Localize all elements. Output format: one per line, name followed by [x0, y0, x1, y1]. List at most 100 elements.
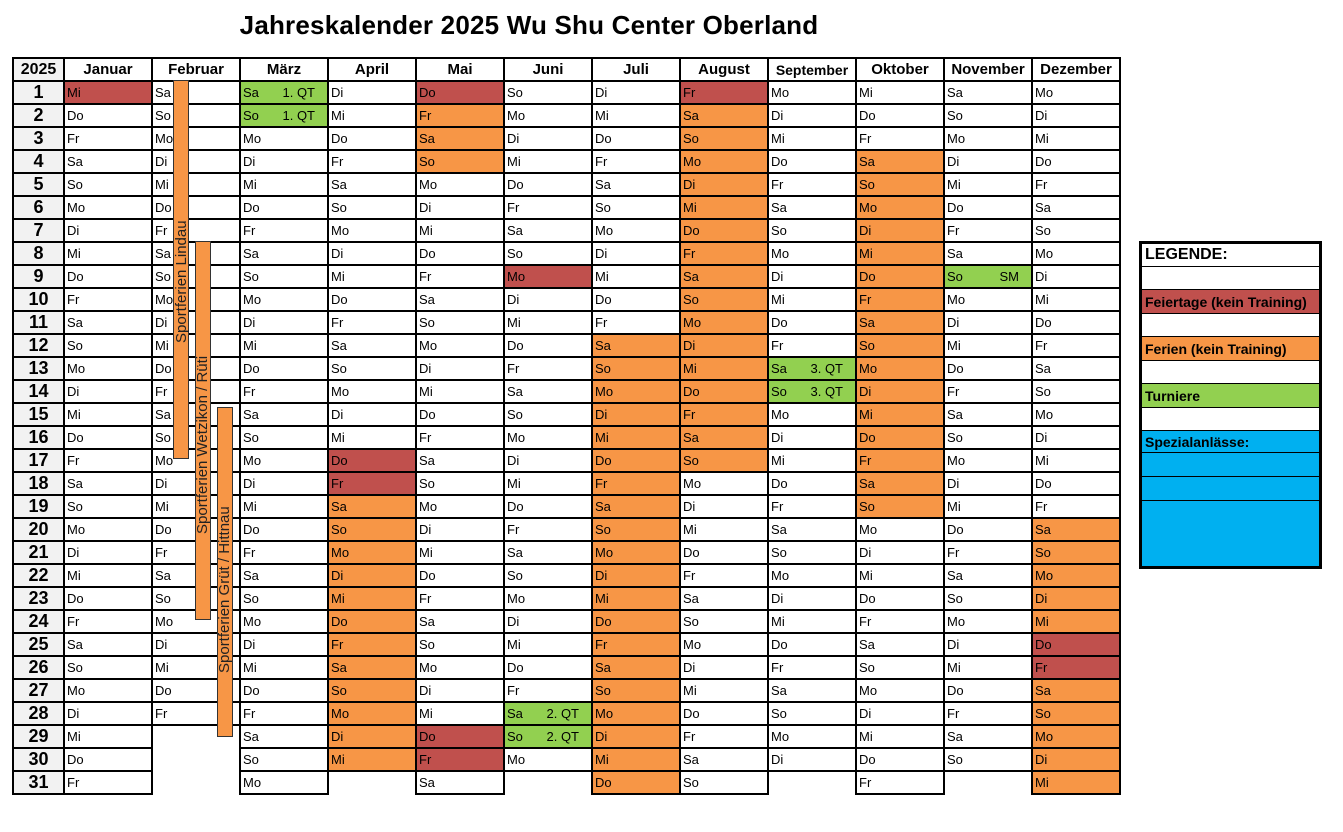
event-note: 3. QT: [810, 361, 843, 376]
day-cell: Di: [415, 517, 505, 542]
day-cell: Mi: [591, 264, 681, 289]
day-cell: Di: [503, 287, 593, 312]
day-cell: Sa: [679, 747, 769, 772]
legend-spacer: [1142, 360, 1319, 383]
sportferien-lindau-label: Sportferien Lindau: [173, 220, 190, 343]
day-cell: Mo: [239, 448, 329, 473]
day-number: 2: [12, 103, 65, 128]
day-cell: Sa: [767, 195, 857, 220]
legend-holiday: Feiertage (kein Training): [1142, 289, 1319, 313]
empty-cell: [504, 771, 592, 794]
day-cell: Sa: [327, 172, 417, 197]
day-number: 10: [12, 287, 65, 312]
day-cell: Mi: [943, 655, 1033, 680]
day-cell: Do: [327, 448, 417, 473]
month-header-11: November: [943, 57, 1033, 82]
calendar-row: 11 Sa Di Di Fr So Mi Fr Mo Do Sa Di Do: [12, 310, 1121, 335]
day-cell: Mi: [239, 655, 329, 680]
legend-spacer: [1142, 313, 1319, 336]
month-header-4: April: [327, 57, 417, 82]
weekday-label: So: [771, 384, 787, 399]
month-header-3: März: [239, 57, 329, 82]
weekday-label: So: [947, 269, 963, 284]
day-cell: Sa: [63, 310, 153, 335]
day-cell: Mo: [767, 402, 857, 427]
day-cell: Do: [591, 287, 681, 312]
day-cell: So: [327, 195, 417, 220]
day-cell: Fr: [943, 379, 1033, 404]
day-cell: Fr: [63, 126, 153, 151]
day-cell: Fr: [1031, 494, 1121, 519]
day-cell: So 3. QT: [767, 379, 857, 404]
day-cell: Mi: [63, 241, 153, 266]
day-cell: Mo: [855, 195, 945, 220]
day-cell: Sa: [855, 310, 945, 335]
day-cell: So: [1031, 379, 1121, 404]
day-cell: Do: [63, 586, 153, 611]
day-cell: So: [767, 701, 857, 726]
day-cell: Fr: [415, 103, 505, 128]
day-cell: Do: [679, 218, 769, 243]
day-cell: Mo: [63, 356, 153, 381]
day-cell: Do: [239, 517, 329, 542]
day-cell: Mo: [679, 632, 769, 657]
day-cell: Sa: [591, 655, 681, 680]
day-cell: Mo: [591, 379, 681, 404]
day-cell: Di: [679, 172, 769, 197]
day-number: 26: [12, 655, 65, 680]
day-cell: Do: [239, 678, 329, 703]
day-cell: Sa: [943, 241, 1033, 266]
day-cell: So: [679, 609, 769, 634]
calendar-row: 29 Mi Sa Di Do So 2. QT Di Fr Mo Mi Sa Mo: [12, 724, 1121, 749]
day-cell: Mi: [239, 333, 329, 358]
day-cell: Sa: [503, 379, 593, 404]
day-cell: Mo: [855, 356, 945, 381]
day-cell: Fr: [1031, 333, 1121, 358]
day-cell: Do: [63, 264, 153, 289]
day-number: 6: [12, 195, 65, 220]
month-header-10: Oktober: [855, 57, 945, 82]
day-cell: Di: [1031, 103, 1121, 128]
day-cell: Fr: [679, 80, 769, 105]
event-note: SM: [999, 269, 1020, 284]
day-cell: Sa: [855, 632, 945, 657]
day-cell: Di: [767, 586, 857, 611]
day-number: 3: [12, 126, 65, 151]
day-cell: So: [855, 655, 945, 680]
day-cell: So: [1031, 701, 1121, 726]
day-cell: Mo: [767, 241, 857, 266]
day-cell: So: [415, 310, 505, 335]
month-header-5: Mai: [415, 57, 505, 82]
day-cell: Mi: [327, 586, 417, 611]
day-cell: Do: [943, 517, 1033, 542]
day-cell: Mi: [503, 149, 593, 174]
day-cell: Mo: [855, 517, 945, 542]
day-cell: Mo: [327, 540, 417, 565]
day-cell: Mo: [327, 218, 417, 243]
day-cell: Di: [63, 379, 153, 404]
day-cell: So: [943, 425, 1033, 450]
day-cell: Mo: [503, 103, 593, 128]
day-cell: Mo: [767, 724, 857, 749]
day-cell: Mi: [855, 80, 945, 105]
day-cell: Mo: [239, 287, 329, 312]
day-cell: Sa: [943, 402, 1033, 427]
day-cell: Mi: [767, 609, 857, 634]
day-cell: Do: [855, 747, 945, 772]
day-cell: Do: [503, 494, 593, 519]
month-header-row: 2025 Januar Februar März April Mai Juni Juli Au…: [12, 57, 1121, 82]
day-cell: Sa: [239, 402, 329, 427]
day-cell: So: [239, 264, 329, 289]
day-cell: Sa: [943, 563, 1033, 588]
day-number: 18: [12, 471, 65, 496]
day-cell: Do: [63, 425, 153, 450]
day-cell: Do: [943, 195, 1033, 220]
day-cell: Mo: [415, 333, 505, 358]
day-cell: Mo: [591, 540, 681, 565]
day-cell: Fr: [239, 218, 329, 243]
day-cell: Di: [327, 241, 417, 266]
day-cell: Di: [591, 724, 681, 749]
legend-heading: LEGENDE:: [1145, 246, 1228, 263]
day-cell: Fr: [503, 195, 593, 220]
day-cell: So 1. QT: [239, 103, 329, 128]
